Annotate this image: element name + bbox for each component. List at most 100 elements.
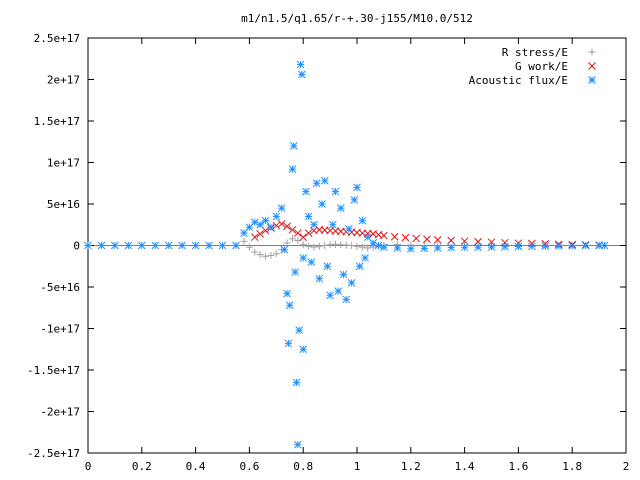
x-tick-label: 1 <box>354 460 361 473</box>
y-tick-label: -1.5e+17 <box>27 364 80 377</box>
legend-marker <box>588 62 596 70</box>
data-point <box>232 241 240 250</box>
data-point <box>285 301 294 310</box>
x-tick-label: 1.2 <box>401 460 421 473</box>
data-point <box>267 251 275 259</box>
data-point <box>401 233 410 242</box>
data-point <box>514 242 523 251</box>
data-point <box>299 233 308 242</box>
data-point <box>350 195 359 204</box>
y-tick-label: -2e+17 <box>40 406 80 419</box>
y-tick-label: -2.5e+17 <box>27 447 80 460</box>
data-point <box>447 236 456 245</box>
data-point <box>289 142 298 150</box>
data-point <box>267 223 275 232</box>
data-point <box>321 242 329 249</box>
data-point <box>433 244 442 252</box>
y-tick-label: -5e+16 <box>40 281 80 294</box>
data-point <box>293 229 302 237</box>
data-point <box>178 241 187 250</box>
data-point <box>312 179 321 188</box>
data-point <box>97 241 106 250</box>
data-point <box>302 187 310 196</box>
legend-label: Acoustic flux/E <box>469 74 568 87</box>
x-tick-label: 0.8 <box>293 460 313 473</box>
data-point <box>291 268 299 276</box>
data-point <box>447 243 456 252</box>
data-point <box>393 244 402 252</box>
data-point <box>310 243 318 251</box>
data-point <box>124 241 133 250</box>
data-point <box>568 241 577 250</box>
data-point <box>164 241 173 250</box>
data-point <box>272 250 280 258</box>
data-point <box>288 165 297 173</box>
data-point <box>527 242 536 251</box>
data-point <box>304 212 313 221</box>
data-point <box>277 220 286 228</box>
data-point <box>240 237 248 245</box>
data-point <box>347 278 356 287</box>
series-plus <box>240 235 603 260</box>
data-point <box>334 287 343 296</box>
y-tick-label: 1e+17 <box>47 157 80 170</box>
data-point <box>541 242 550 251</box>
data-point <box>288 235 296 243</box>
data-point <box>298 70 306 79</box>
data-point <box>205 241 213 250</box>
data-point <box>137 241 146 250</box>
data-point <box>460 243 469 252</box>
data-point <box>310 220 318 229</box>
data-point <box>272 212 281 221</box>
data-point <box>353 242 361 250</box>
legend-marker <box>588 48 596 56</box>
data-point <box>299 254 308 262</box>
y-tick-label: 0 <box>73 240 80 253</box>
data-point <box>348 242 356 249</box>
legend-label: R stress/E <box>502 46 568 59</box>
data-point <box>487 243 496 251</box>
y-tick-label: 2.5e+17 <box>34 32 80 45</box>
x-tick-label: 1.4 <box>455 460 475 473</box>
data-point <box>339 270 348 279</box>
data-point <box>299 345 308 354</box>
y-tick-label: 5e+16 <box>47 198 80 211</box>
data-point <box>292 378 301 387</box>
data-point <box>355 262 364 271</box>
data-point <box>323 262 332 271</box>
data-point <box>474 243 482 252</box>
data-point <box>245 243 253 251</box>
x-tick-label: 1.8 <box>562 460 582 473</box>
data-point <box>305 242 313 250</box>
data-point <box>331 187 340 196</box>
x-tick-label: 0.6 <box>239 460 259 473</box>
data-point <box>256 220 265 229</box>
data-point <box>304 229 313 237</box>
data-point <box>277 204 286 213</box>
data-point <box>295 326 304 335</box>
data-point <box>412 234 421 243</box>
x-tick-label: 0.4 <box>186 460 206 473</box>
data-point <box>318 200 326 208</box>
data-point <box>364 244 372 252</box>
chart-title: m1/n1.5/q1.65/r-+.30-j155/M10.0/512 <box>241 12 473 25</box>
data-point <box>406 244 415 253</box>
data-point <box>554 242 563 250</box>
data-point <box>218 241 227 250</box>
data-point <box>283 239 291 247</box>
x-tick-label: 1.6 <box>508 460 528 473</box>
data-point <box>283 222 291 231</box>
data-point <box>353 183 361 192</box>
data-point <box>420 244 429 253</box>
data-point <box>293 440 302 449</box>
legend-label: G work/E <box>515 60 568 73</box>
data-point <box>261 216 270 225</box>
data-point <box>84 241 92 250</box>
x-tick-label: 0.2 <box>132 460 152 473</box>
data-point <box>474 237 482 246</box>
data-point <box>342 295 351 304</box>
series-cross <box>250 220 603 249</box>
data-point <box>251 248 259 256</box>
legend-marker <box>588 76 596 84</box>
data-point <box>151 241 160 250</box>
